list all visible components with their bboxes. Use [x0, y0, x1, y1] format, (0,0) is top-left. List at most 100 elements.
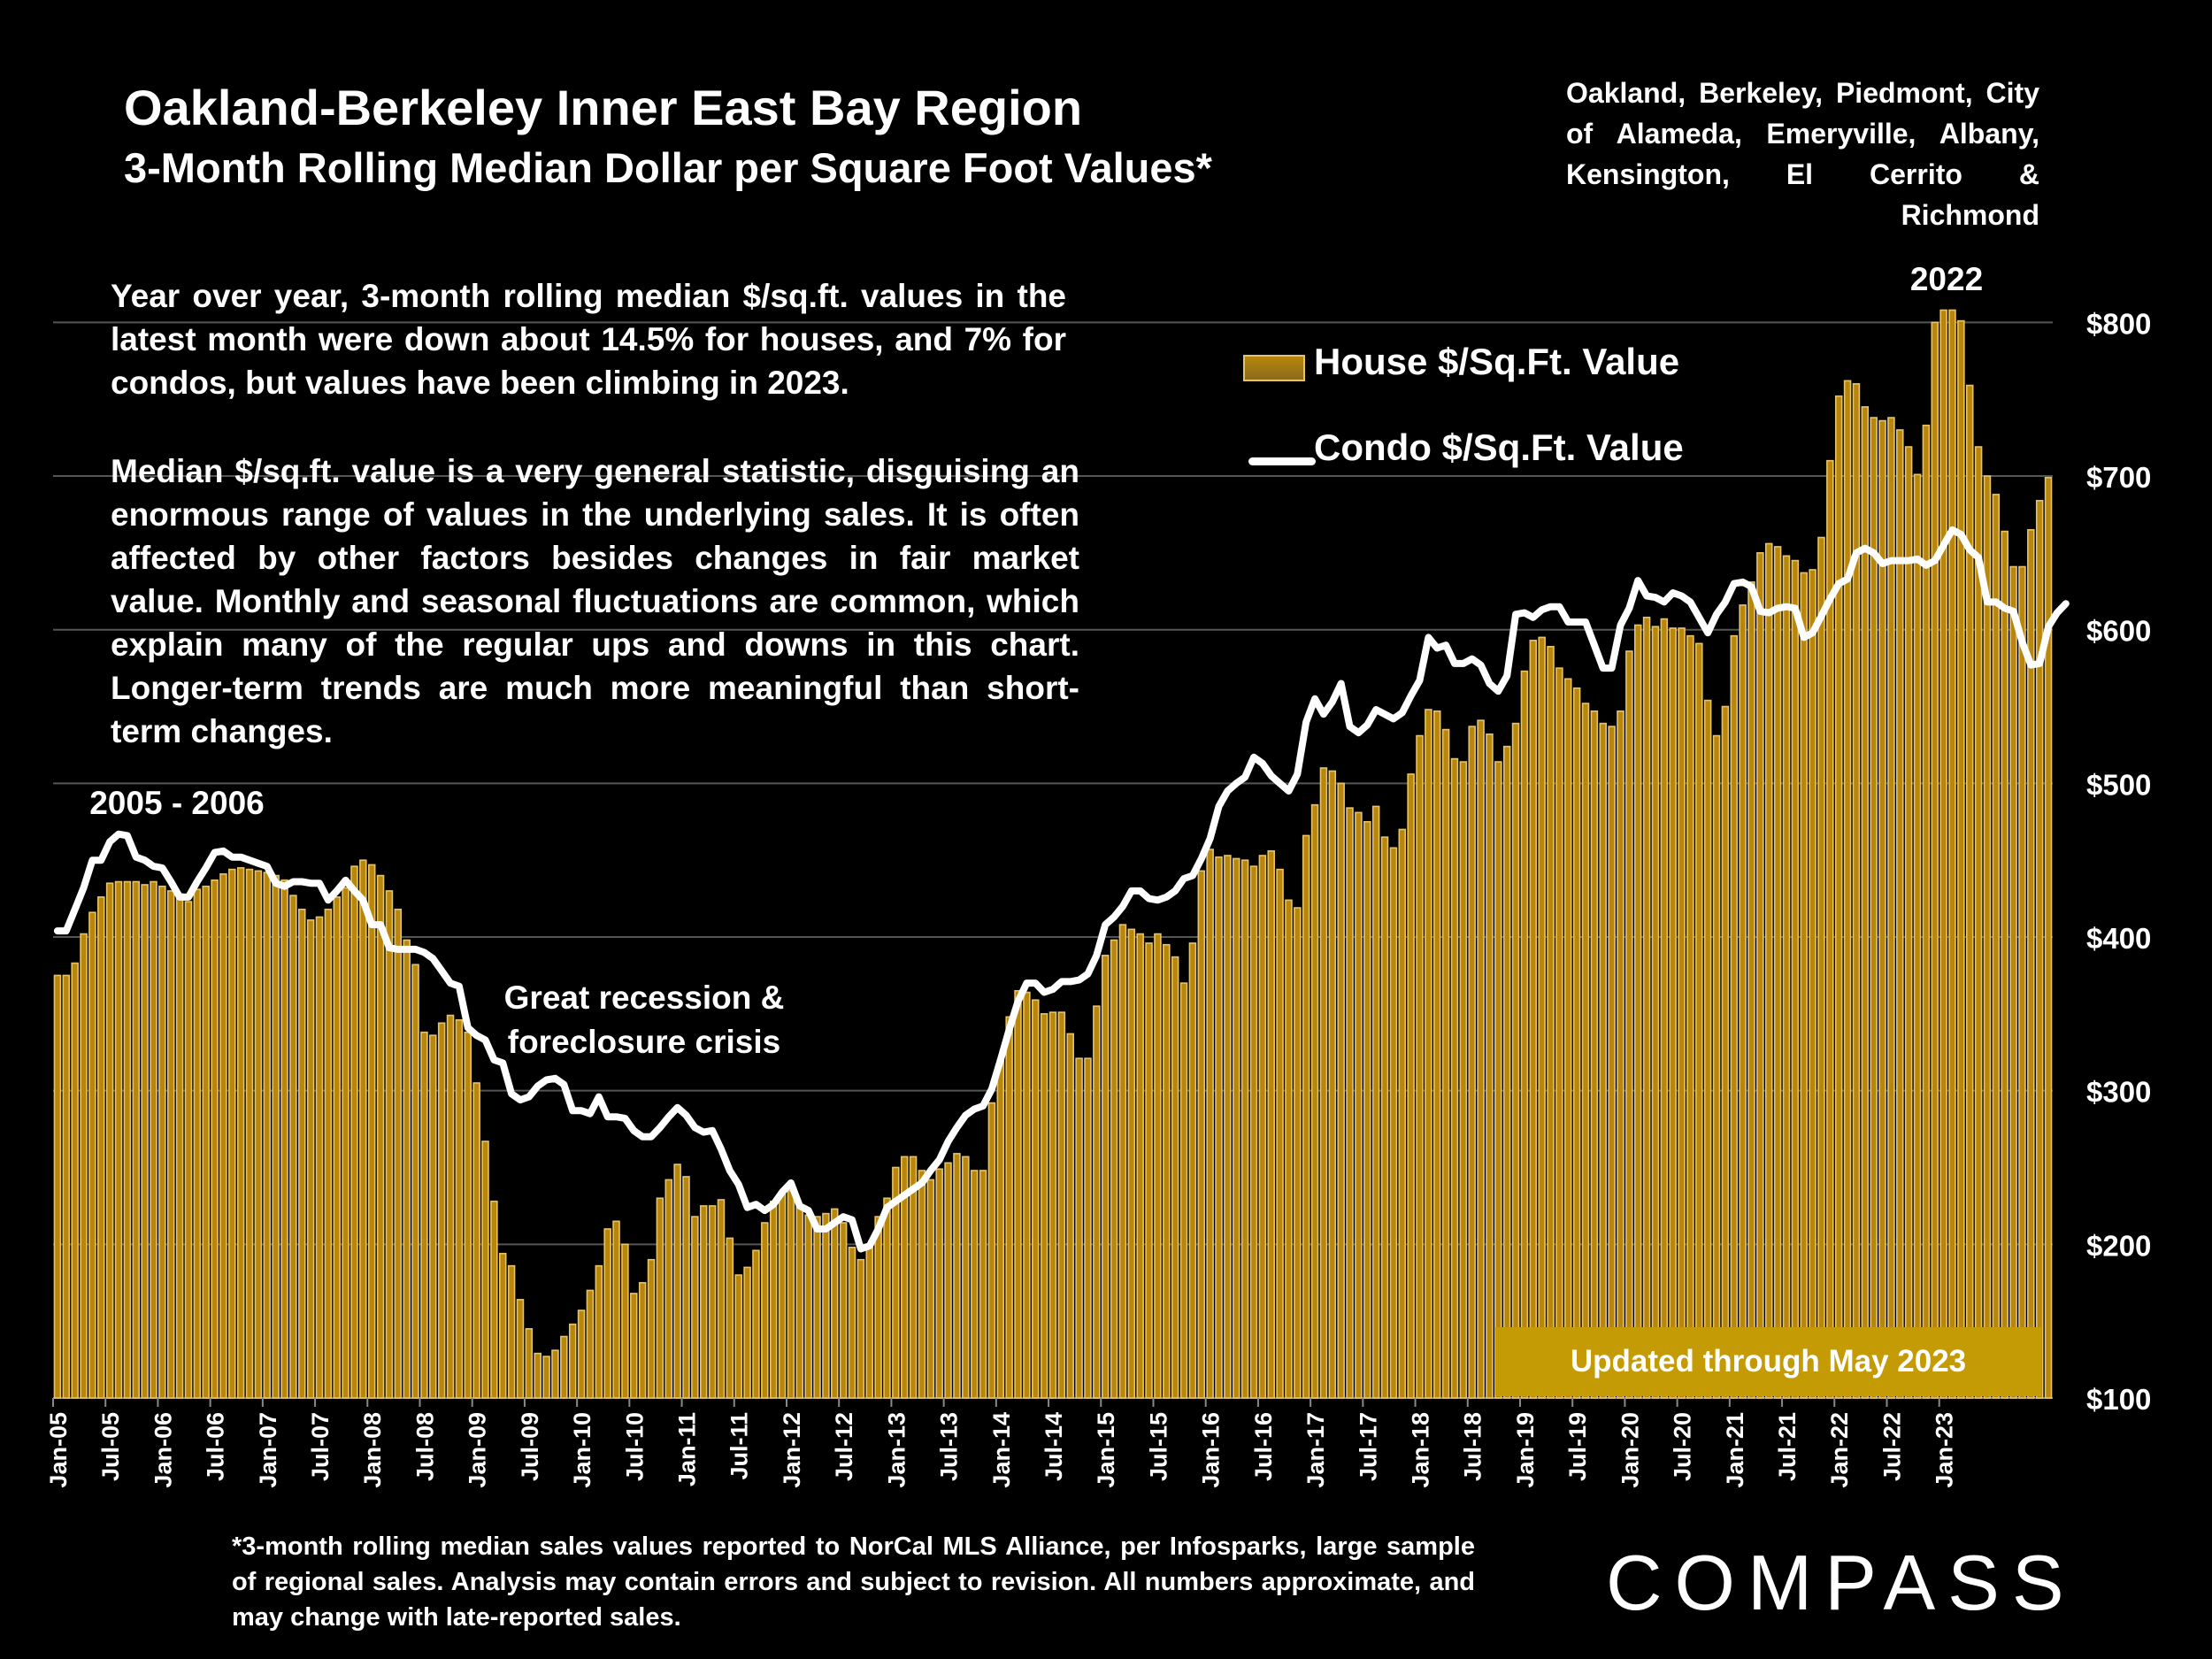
x-tick-label: Jul-18 — [1460, 1412, 1486, 1481]
house-bar — [944, 1162, 952, 1399]
house-bar — [1782, 555, 1791, 1399]
house-bar — [123, 880, 132, 1399]
house-bar — [2001, 530, 2008, 1399]
x-tick-label: Jul-17 — [1355, 1412, 1381, 1481]
house-bar — [1425, 709, 1432, 1399]
house-bar — [1294, 907, 1302, 1399]
house-bar — [516, 1299, 525, 1399]
house-bar — [1363, 820, 1371, 1399]
house-bar — [437, 1022, 446, 1399]
house-bar — [1494, 761, 1502, 1399]
house-bar — [1127, 928, 1136, 1399]
house-bar — [1328, 770, 1337, 1399]
house-bar — [80, 933, 88, 1399]
house-bar — [272, 874, 280, 1399]
x-tick-label: Jul-05 — [97, 1412, 124, 1481]
house-bar — [472, 1082, 480, 1399]
house-bar — [1948, 309, 1956, 1399]
house-bar — [970, 1170, 979, 1399]
house-bar — [1756, 552, 1764, 1399]
x-tick-label: Jan-16 — [1198, 1412, 1225, 1488]
house-bar — [342, 887, 349, 1399]
house-bar — [682, 1176, 690, 1399]
house-bar — [1224, 855, 1232, 1399]
house-bar — [525, 1328, 534, 1399]
house-bar — [1154, 933, 1162, 1399]
house-bar — [664, 1179, 673, 1399]
x-tick-label: Jul-16 — [1250, 1412, 1277, 1481]
house-bar — [1633, 624, 1642, 1399]
house-bar — [1800, 572, 1808, 1399]
house-bar — [1581, 703, 1590, 1399]
house-bar — [1215, 856, 1223, 1399]
house-bar — [935, 1168, 943, 1399]
house-bar — [1555, 667, 1563, 1399]
y-tick-label: $800 — [2086, 307, 2151, 340]
house-bar — [1712, 734, 1721, 1399]
house-bar — [1005, 1016, 1013, 1399]
x-tick-label: Jul-15 — [1145, 1412, 1171, 1481]
house-bar — [1232, 857, 1240, 1399]
house-bar — [848, 1247, 856, 1399]
x-tick-label: Jul-22 — [1878, 1412, 1905, 1481]
x-tick-label: Jan-22 — [1826, 1412, 1853, 1488]
house-bar — [1651, 626, 1660, 1399]
house-bar — [1809, 569, 1816, 1399]
house-bar — [1642, 617, 1651, 1399]
house-bar — [560, 1335, 568, 1399]
x-tick-label: Jul-19 — [1564, 1412, 1591, 1481]
house-bar — [795, 1206, 804, 1399]
house-bar — [586, 1289, 595, 1399]
house-bar — [166, 890, 175, 1399]
house-bar — [2044, 476, 2053, 1399]
house-bar — [1625, 650, 1633, 1399]
updated-badge: Updated through May 2023 — [1495, 1327, 2041, 1396]
house-bar — [1171, 956, 1179, 1399]
house-bar — [918, 1170, 926, 1399]
x-tick-label: Jan-10 — [569, 1412, 595, 1488]
footnote: *3-month rolling median sales values rep… — [232, 1532, 1475, 1632]
x-tick-label: Jul-12 — [831, 1412, 857, 1481]
house-bar — [2027, 529, 2035, 1399]
house-bar — [1529, 640, 1538, 1399]
y-tick-label: $200 — [2086, 1229, 2151, 1262]
house-bar — [595, 1264, 603, 1399]
house-bar — [1826, 459, 1834, 1399]
house-bar — [1380, 836, 1389, 1399]
house-bar — [507, 1264, 516, 1399]
house-bar — [1346, 807, 1354, 1399]
x-tick-label: Jan-05 — [45, 1412, 72, 1488]
x-tick-label: Jul-13 — [936, 1412, 963, 1481]
house-bar — [892, 1166, 900, 1399]
house-bar — [856, 1258, 865, 1399]
house-bar — [865, 1245, 874, 1399]
y-tick-label: $500 — [2086, 768, 2151, 801]
house-bar — [691, 1216, 699, 1399]
house-bar — [245, 868, 254, 1399]
house-bar — [621, 1243, 629, 1399]
house-bar — [1319, 767, 1328, 1399]
house-bar — [236, 867, 245, 1399]
house-bar — [1896, 429, 1904, 1399]
house-bar — [1669, 627, 1677, 1399]
chart-subtitle: 3-Month Rolling Median Dollar per Square… — [124, 144, 1212, 191]
house-bar — [1931, 321, 1939, 1399]
house-bar — [1861, 406, 1870, 1399]
house-bar — [1249, 865, 1258, 1399]
annotation-foreclosure-crisis: foreclosure crisis — [508, 1024, 780, 1060]
house-bar — [1721, 705, 1730, 1399]
house-bar — [1206, 849, 1214, 1399]
house-bar — [1276, 868, 1284, 1399]
x-tick-label: Jul-20 — [1670, 1412, 1696, 1481]
house-bar — [1057, 1011, 1066, 1399]
house-bar — [446, 1014, 455, 1399]
house-bar — [2035, 500, 2044, 1399]
house-bar — [883, 1197, 891, 1399]
house-bar — [298, 908, 306, 1399]
house-bar — [219, 873, 227, 1399]
house-bar — [1040, 1013, 1048, 1399]
house-bar — [1355, 811, 1363, 1399]
house-bar — [1939, 309, 1947, 1399]
house-bar — [1678, 627, 1686, 1399]
house-bar — [350, 865, 358, 1399]
